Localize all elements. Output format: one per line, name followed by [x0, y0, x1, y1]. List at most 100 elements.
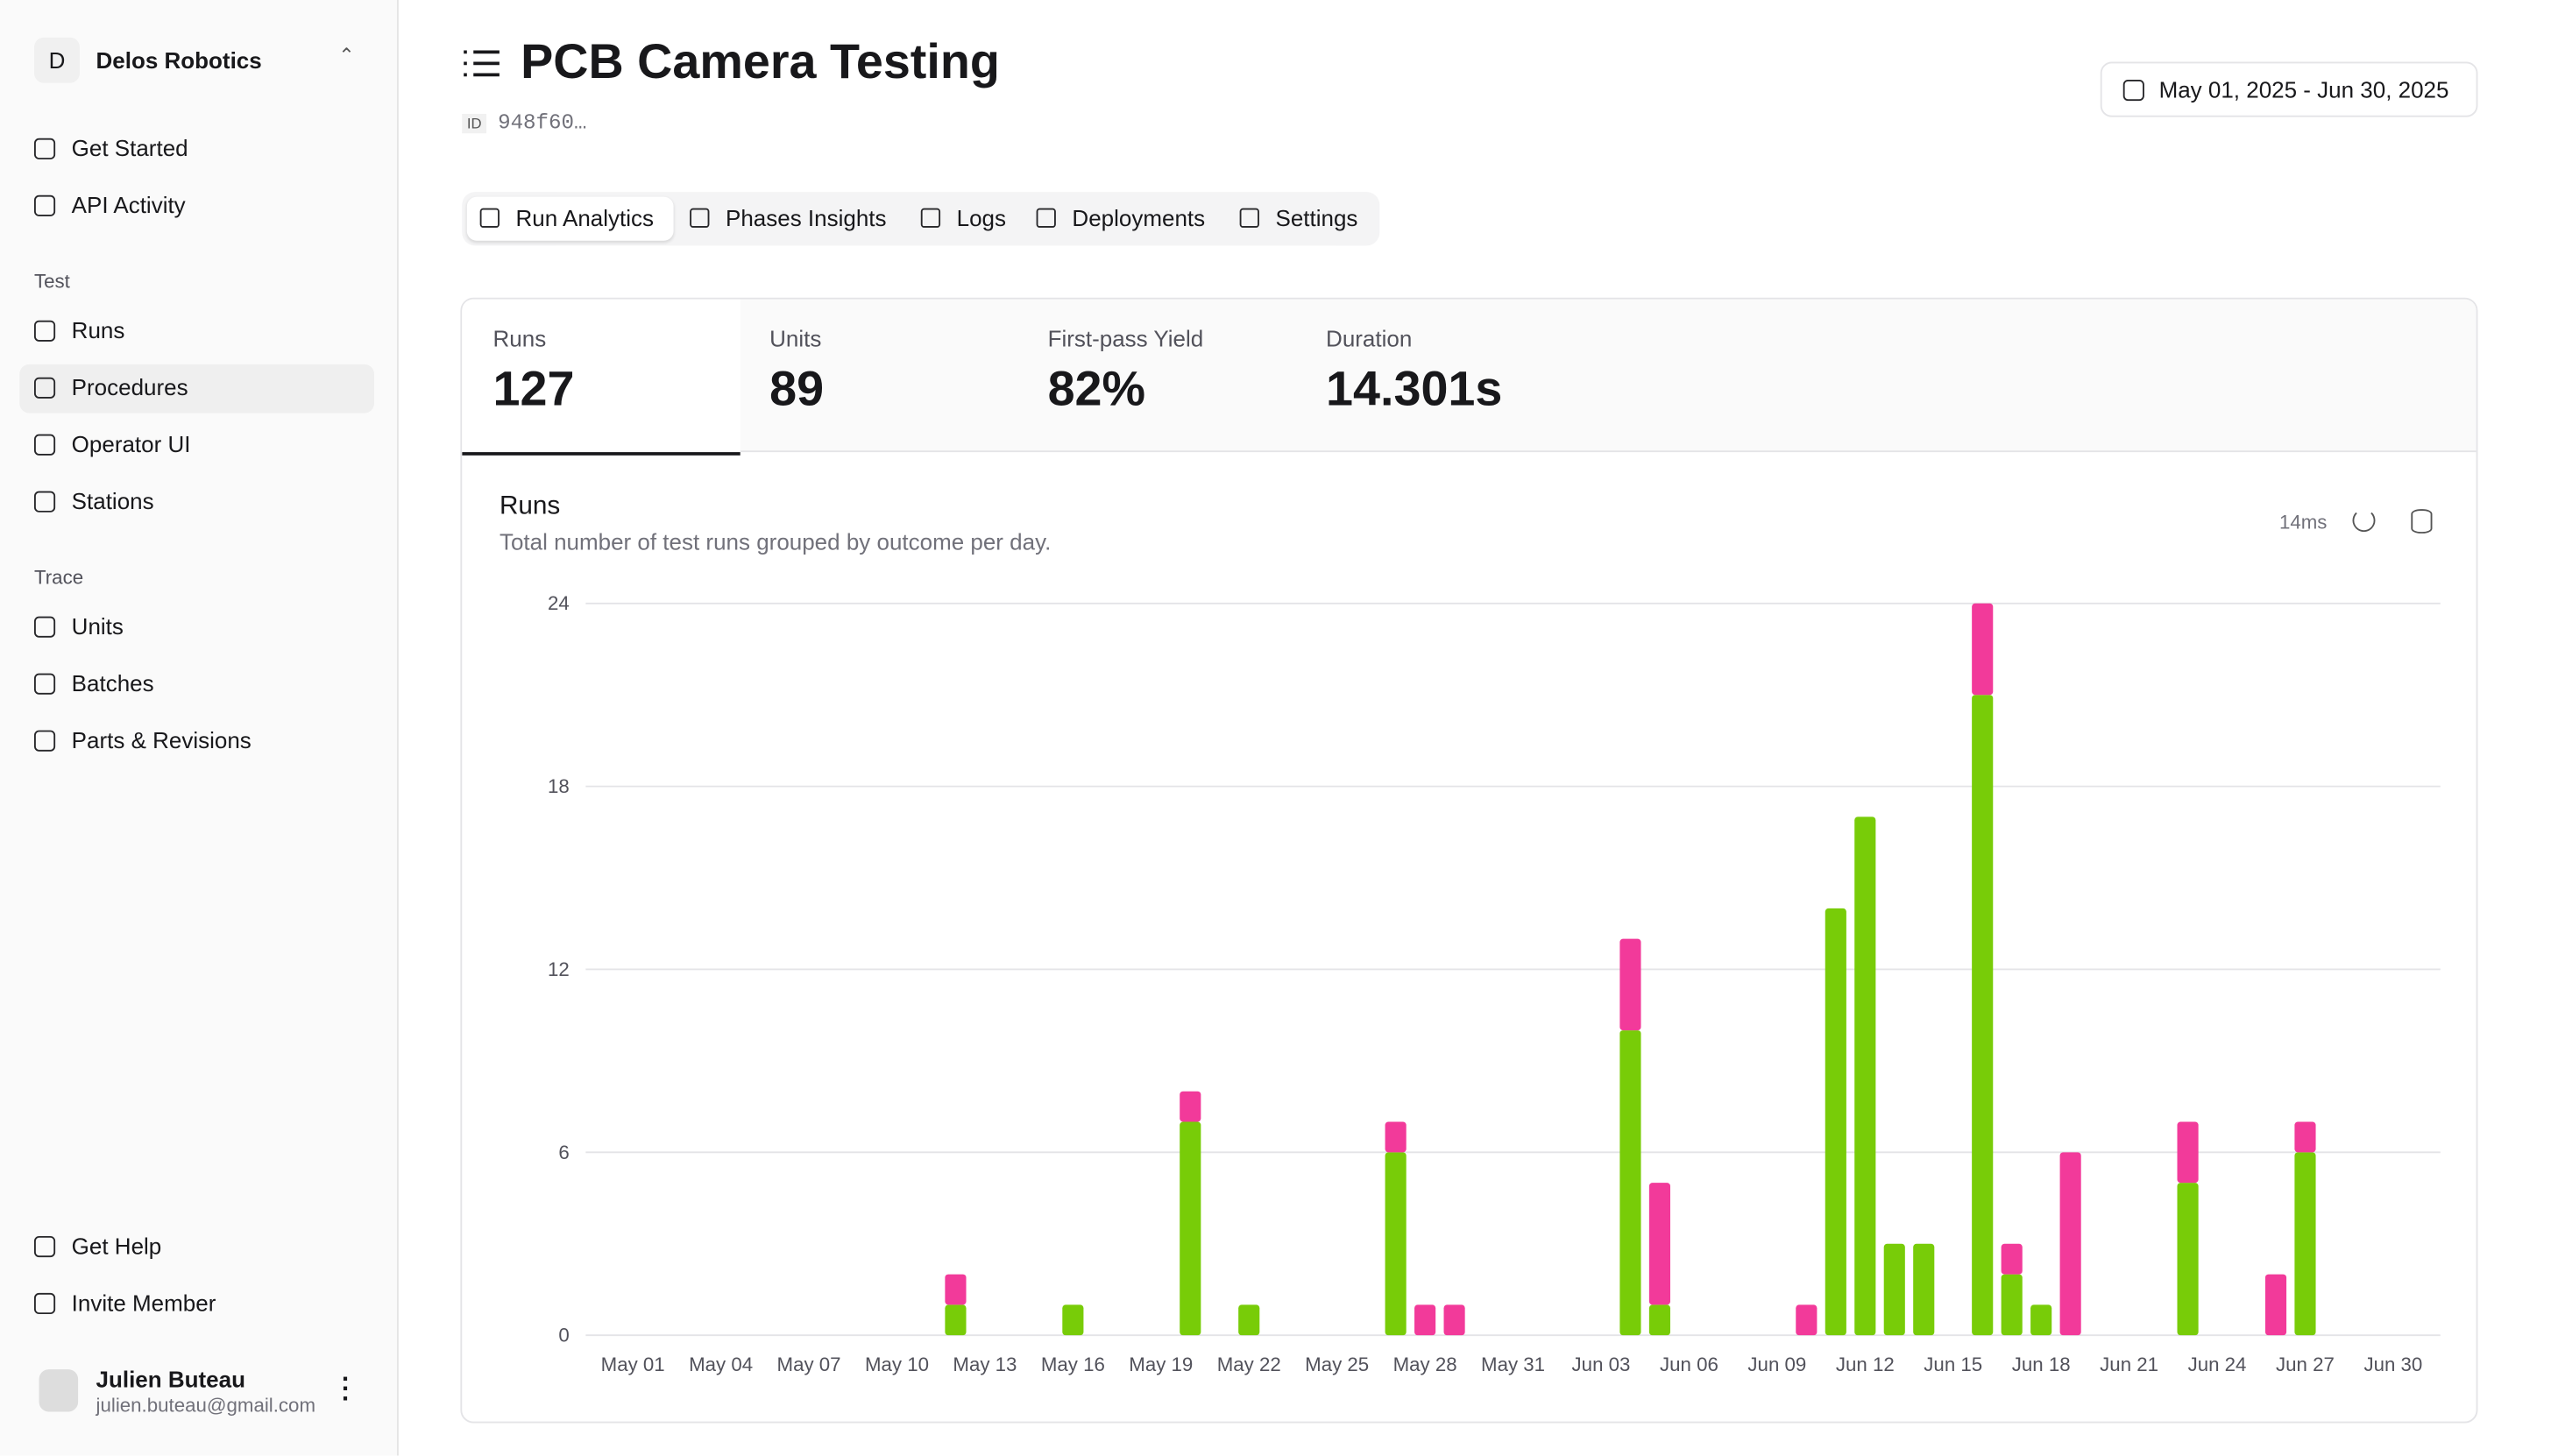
- nav-item[interactable]: API Activity: [71, 192, 186, 218]
- bar-segment: [1180, 1091, 1201, 1122]
- bar-segment: [1062, 1304, 1084, 1336]
- id-value[interactable]: 948f60…: [498, 110, 587, 136]
- stat-label[interactable]: Units: [769, 325, 822, 352]
- nav-item[interactable]: Operator UI: [71, 430, 191, 457]
- x-tick-label: May 10: [865, 1354, 929, 1375]
- user-email: julien.buteau@gmail.com: [96, 1394, 316, 1417]
- nav-item[interactable]: Batches: [71, 669, 154, 696]
- bar-segment: [1619, 938, 1641, 1031]
- tab-icon: [479, 208, 500, 228]
- active-stat-bg: [462, 299, 740, 456]
- nav-item[interactable]: Units: [71, 612, 124, 640]
- nav-icon: [33, 320, 56, 342]
- chart-subtitle: Total number of test runs grouped by out…: [499, 528, 1052, 555]
- nav-icon: [33, 730, 56, 752]
- bar-segment: [1796, 1304, 1818, 1336]
- x-tick-label: May 16: [1041, 1354, 1105, 1375]
- stat-value: 14.301s: [1326, 362, 1503, 417]
- bar-segment: [945, 1304, 967, 1336]
- nav-item[interactable]: Get Started: [71, 135, 188, 161]
- stat-label[interactable]: Duration: [1326, 325, 1413, 352]
- tab[interactable]: Deployments: [1072, 204, 1206, 231]
- stat-label[interactable]: First-pass Yield: [1047, 325, 1204, 352]
- stat-value: 82%: [1047, 362, 1146, 417]
- active-item-bg: [19, 364, 374, 413]
- sidebar: D Delos Robotics ⌃ Julien Buteau julien.…: [0, 0, 399, 1456]
- y-tick-label: 6: [558, 1141, 569, 1163]
- x-tick-label: May 28: [1393, 1354, 1457, 1375]
- nav-item[interactable]: Parts & Revisions: [71, 726, 252, 753]
- date-range: May 01, 2025 - Jun 30, 2025: [2158, 76, 2449, 102]
- x-tick-label: Jun 06: [1660, 1354, 1718, 1375]
- x-tick-label: May 25: [1305, 1354, 1369, 1375]
- bar-segment: [1883, 1243, 1905, 1336]
- bar-segment: [2059, 1152, 2081, 1336]
- bar-segment: [1180, 1121, 1201, 1336]
- org-avatar: D: [33, 37, 80, 83]
- x-tick-label: May 07: [777, 1354, 841, 1375]
- bar-segment: [1854, 816, 1876, 1336]
- nav-icon: [33, 1292, 56, 1315]
- id-label: ID: [462, 113, 487, 134]
- nav-icon: [33, 434, 56, 456]
- bar-segment: [1414, 1304, 1436, 1336]
- stat-value: 127: [492, 362, 575, 417]
- analytics-card: [460, 297, 2478, 1424]
- bar-segment: [2030, 1304, 2052, 1336]
- y-tick-label: 18: [548, 775, 570, 797]
- x-tick-label: Jun 18: [2012, 1354, 2071, 1375]
- tab[interactable]: Logs: [956, 204, 1006, 231]
- stats-row: [462, 299, 2477, 453]
- bar-segment: [1385, 1152, 1407, 1336]
- x-tick-label: May 31: [1481, 1354, 1545, 1375]
- tab[interactable]: Settings: [1275, 204, 1358, 231]
- x-tick-label: May 04: [689, 1354, 753, 1375]
- nav-item[interactable]: Procedures: [71, 373, 188, 400]
- tab[interactable]: Phases Insights: [725, 204, 887, 231]
- date-picker[interactable]: May 01, 2025 - Jun 30, 2025: [2100, 61, 2478, 117]
- x-tick-label: May 13: [953, 1354, 1017, 1375]
- section-title: Test: [33, 270, 70, 293]
- nav-icon: [33, 673, 56, 695]
- bar-segment: [1385, 1121, 1407, 1153]
- nav-icon: [33, 377, 56, 399]
- chart-title: Runs: [499, 492, 561, 521]
- x-tick-label: Jun 12: [1836, 1354, 1895, 1375]
- y-tick-label: 0: [558, 1325, 569, 1346]
- nav-item[interactable]: Invite Member: [71, 1290, 216, 1316]
- refresh-button[interactable]: [2352, 509, 2376, 533]
- org-switch[interactable]: ⌃: [338, 44, 355, 67]
- user-name: Julien Buteau: [96, 1366, 245, 1393]
- org-name[interactable]: Delos Robotics: [96, 46, 262, 74]
- stat-label[interactable]: Runs: [492, 325, 547, 352]
- x-tick-label: Jun 27: [2276, 1354, 2335, 1375]
- y-tick-label: 12: [548, 958, 570, 980]
- x-tick-label: Jun 03: [1572, 1354, 1631, 1375]
- nav-item[interactable]: Runs: [71, 317, 125, 343]
- database-button[interactable]: [2411, 509, 2433, 534]
- menu-icon: [464, 50, 500, 77]
- bar-segment: [1443, 1304, 1465, 1336]
- bar-segment: [1619, 1030, 1641, 1336]
- nav-item[interactable]: Get Help: [71, 1233, 162, 1259]
- bar-segment: [2001, 1243, 2023, 1275]
- bar-segment: [2177, 1121, 2199, 1184]
- active-tab-bg: [466, 196, 674, 241]
- calendar-icon: [2122, 79, 2144, 102]
- nav-item[interactable]: Stations: [71, 487, 154, 514]
- tab[interactable]: Run Analytics: [515, 204, 654, 231]
- x-tick-label: May 01: [601, 1354, 665, 1375]
- stat-value: 89: [769, 362, 825, 417]
- x-tick-label: Jun 15: [1924, 1354, 1982, 1375]
- query-time: 14ms: [2278, 510, 2328, 534]
- user-menu[interactable]: · · ·: [341, 1366, 351, 1414]
- nav-icon: [33, 616, 56, 638]
- bar-segment: [1648, 1183, 1671, 1305]
- bar-segment: [1238, 1304, 1260, 1336]
- tab-icon: [1239, 208, 1259, 228]
- bar-segment: [1913, 1243, 1935, 1336]
- x-tick-label: May 19: [1129, 1354, 1193, 1375]
- tab-icon: [920, 208, 941, 228]
- bar-segment: [2294, 1121, 2316, 1153]
